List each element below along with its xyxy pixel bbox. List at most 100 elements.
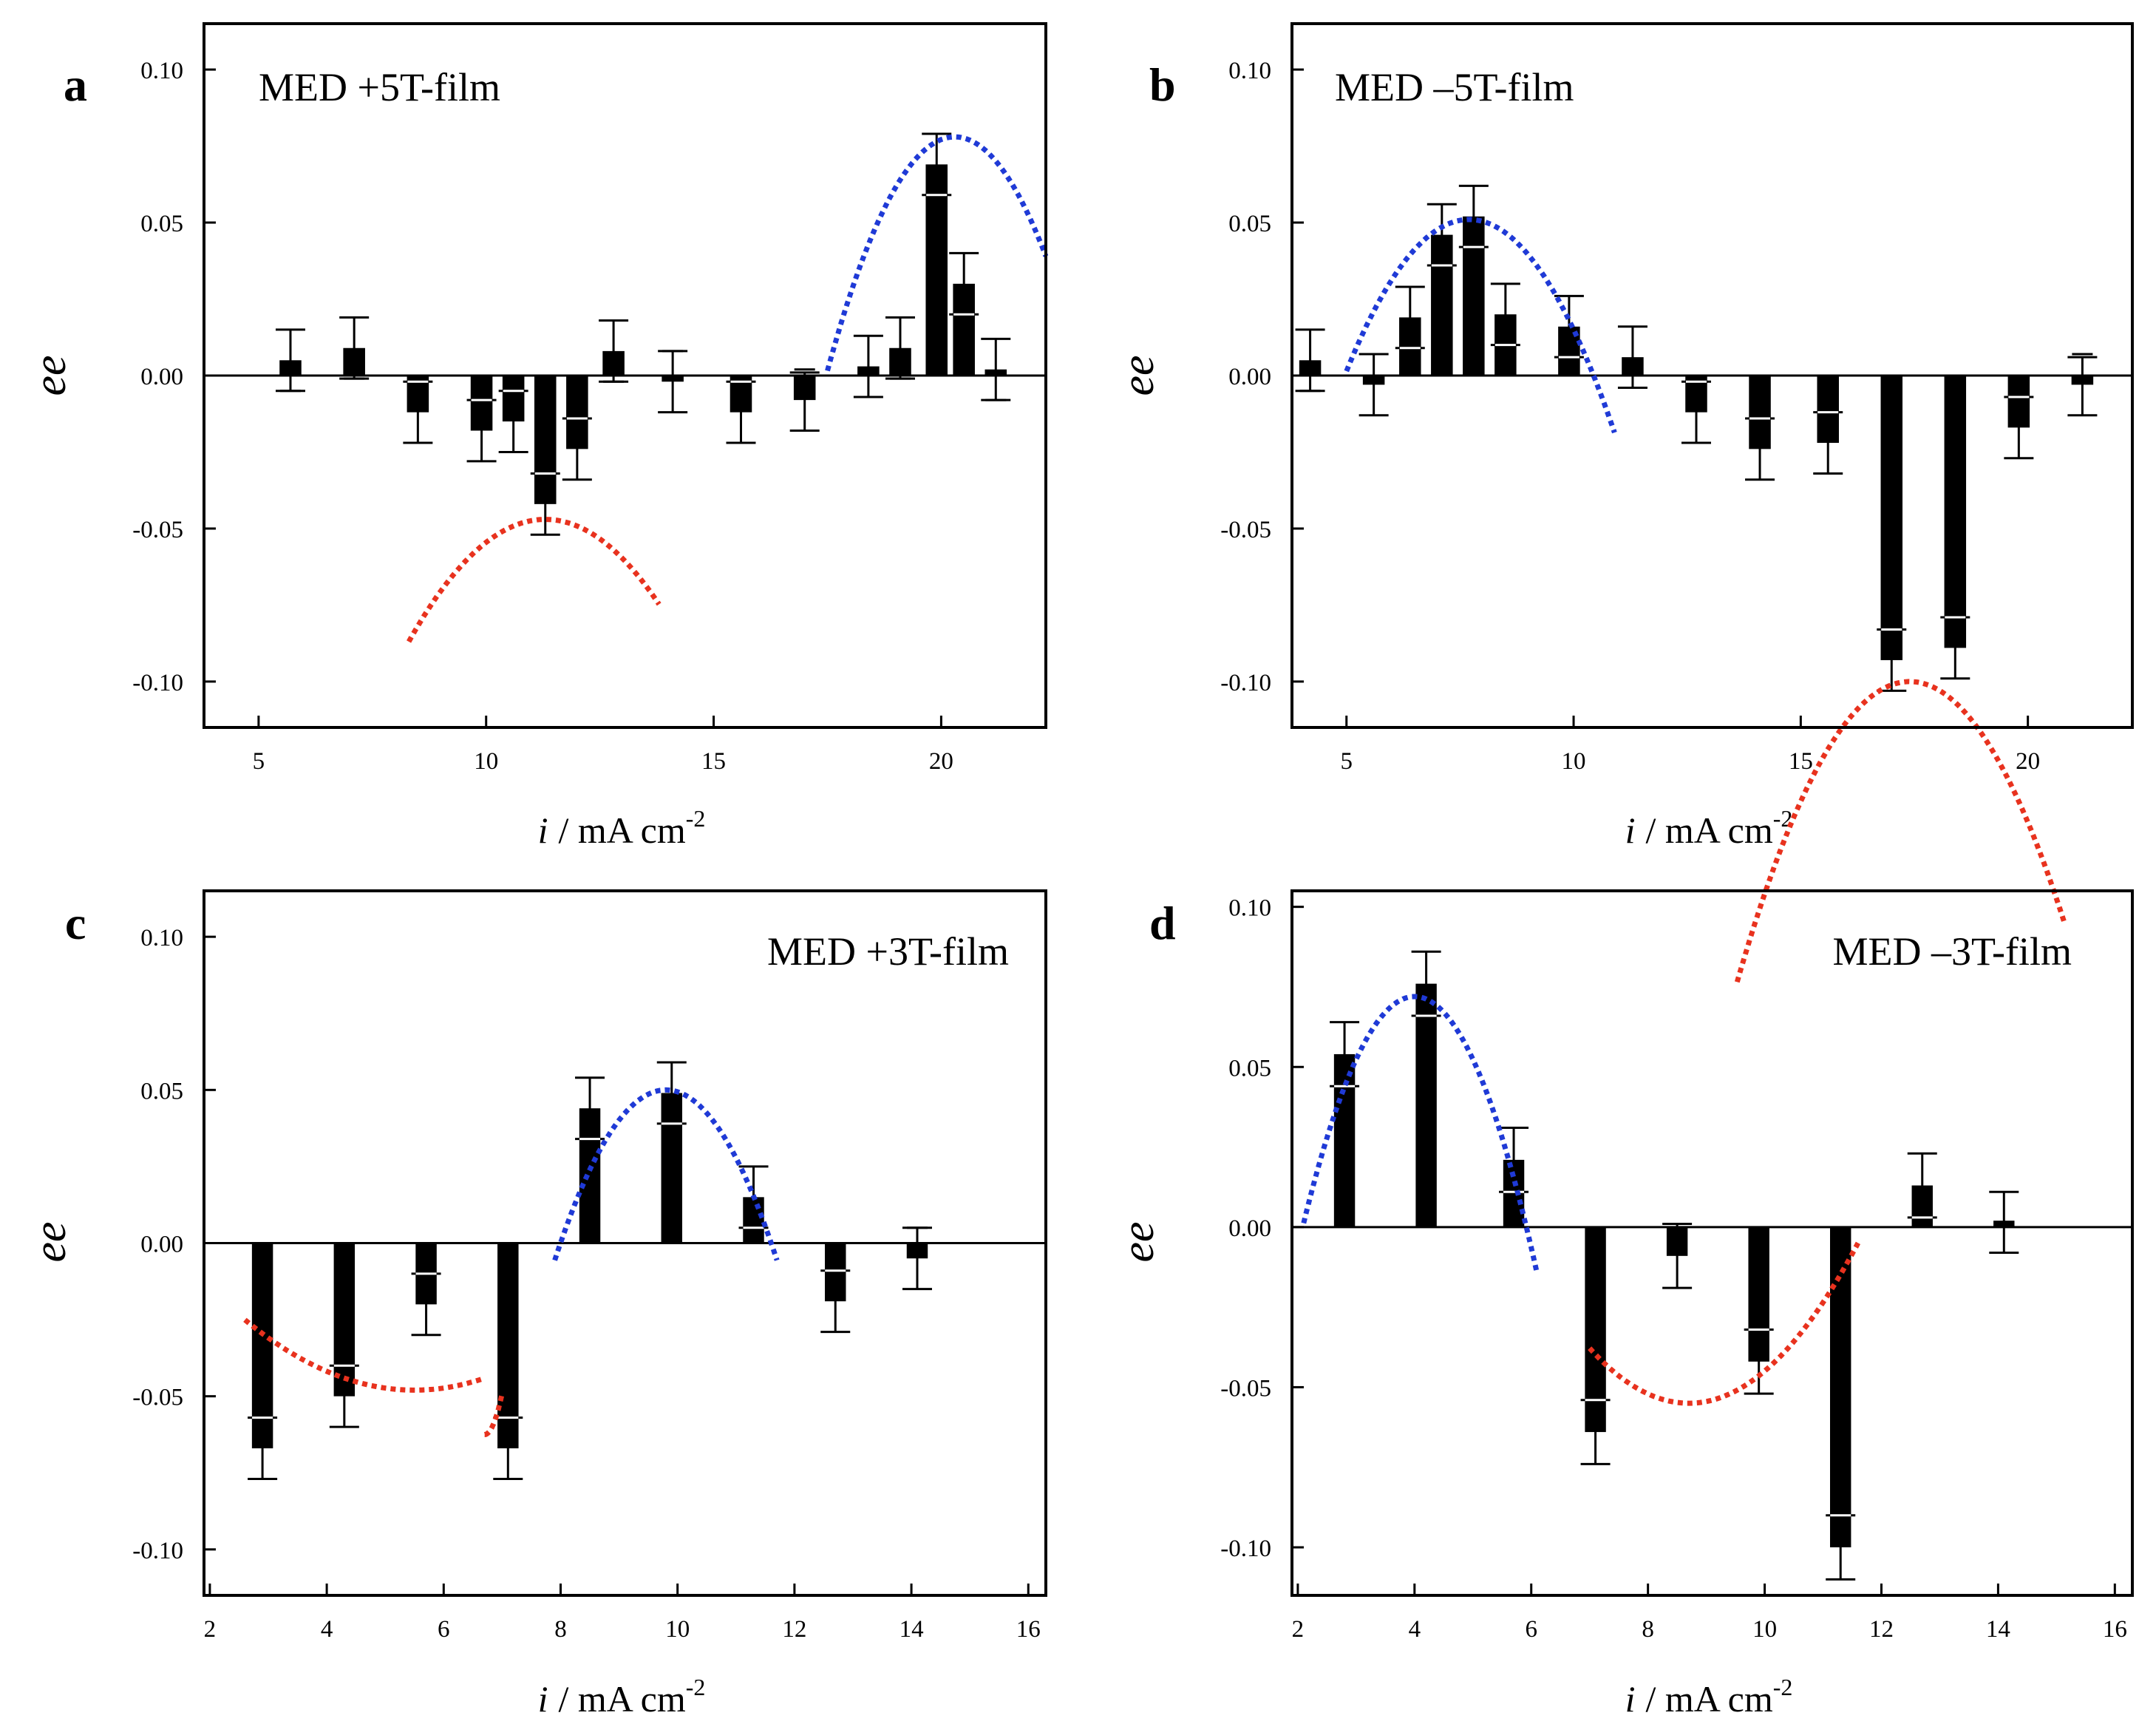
bar-b-11 <box>1880 376 1903 660</box>
x-tick-label-a-2: 15 <box>701 748 726 775</box>
plot-frame-c <box>203 889 1047 1597</box>
error-bar-a-10 <box>789 371 820 432</box>
fit-curve-b-0 <box>1344 217 1617 434</box>
x-axis-var-c: i <box>538 1678 548 1720</box>
x-axis-var-d: i <box>1625 1678 1636 1720</box>
panel-a: a MED +5T-film ee i / mA cm-2 -0.10 -0.05 0… <box>25 22 1049 851</box>
error-bar-b-14 <box>2067 356 2098 417</box>
fit-curve-a-1 <box>825 134 1049 372</box>
x-tick-label-d-2: 6 <box>1525 1616 1537 1643</box>
bar-d-3 <box>1585 1226 1606 1433</box>
x-tick-label-d-5: 12 <box>1869 1616 1894 1643</box>
y-tick-label-a-1: -0.05 <box>132 517 183 543</box>
x-axis-label-b: i / mA cm-2 <box>1625 805 1793 851</box>
x-axis-units-c: / mA cm <box>559 1678 686 1720</box>
fit-curve-b-1 <box>1734 679 2067 983</box>
panel-letter-c: c <box>65 897 86 949</box>
x-axis-units-d: / mA cm <box>1646 1678 1773 1720</box>
bar-d-6 <box>1829 1226 1851 1548</box>
y-tick-label-b-4: 0.10 <box>1228 58 1271 84</box>
panel-title-a: MED +5T-film <box>259 65 500 109</box>
x-tick-label-c-0: 2 <box>204 1616 217 1643</box>
y-tick-label-b-0: -0.10 <box>1220 670 1271 696</box>
y-tick-label-c-3: 0.05 <box>140 1078 183 1104</box>
panel-title-c: MED +3T-film <box>767 929 1009 974</box>
panel-letter-a: a <box>64 58 87 111</box>
fit-curve-c-1 <box>483 1392 505 1437</box>
x-tick-label-c-1: 4 <box>321 1616 333 1643</box>
panel-letter-d: d <box>1149 897 1176 949</box>
y-axis-label-d: ee <box>1113 1221 1163 1262</box>
y-tick-label-a-3: 0.05 <box>140 211 183 237</box>
y-tick-label-a-2: 0.00 <box>140 364 183 390</box>
plot-frame-d <box>1290 889 2134 1597</box>
fit-curve-d-0 <box>1301 994 1540 1275</box>
x-axis-exp-c: -2 <box>686 1674 706 1700</box>
x-tick-label-b-2: 15 <box>1789 748 1813 775</box>
x-tick-label-b-3: 20 <box>2016 748 2040 775</box>
panel-d: d MED –3T-film ee i / mA cm-2 -0.10 -0.05 0… <box>1113 889 2134 1720</box>
panel-c: c MED +3T-film ee i / mA cm-2 -0.10 -0.05 0… <box>25 889 1047 1720</box>
x-axis-exp-d: -2 <box>1773 1674 1793 1700</box>
bar-a-13 <box>925 164 948 376</box>
x-tick-label-a-0: 5 <box>253 748 265 775</box>
y-axis-label-a: ee <box>25 355 75 396</box>
bar-c-3 <box>497 1243 519 1449</box>
y-tick-label-b-3: 0.05 <box>1228 211 1271 237</box>
x-axis-units-a: / mA cm <box>559 810 686 851</box>
y-tick-label-d-4: 0.10 <box>1228 895 1271 922</box>
bar-b-12 <box>1944 376 1967 648</box>
y-tick-label-d-0: -0.10 <box>1220 1535 1271 1562</box>
x-tick-label-d-4: 10 <box>1752 1616 1777 1643</box>
y-tick-label-c-4: 0.10 <box>140 925 183 951</box>
x-tick-label-c-6: 14 <box>900 1616 924 1643</box>
x-tick-label-c-3: 8 <box>554 1616 567 1643</box>
plot-frame-a <box>203 22 1047 729</box>
y-tick-label-d-2: 0.00 <box>1228 1215 1271 1242</box>
x-axis-var-a: i <box>538 810 548 851</box>
x-tick-label-d-7: 16 <box>2103 1616 2127 1643</box>
y-tick-label-c-0: -0.10 <box>132 1538 183 1564</box>
fit-curve-c-2 <box>552 1087 780 1261</box>
x-tick-label-a-3: 20 <box>929 748 953 775</box>
x-axis-label-c: i / mA cm-2 <box>538 1674 706 1720</box>
fit-curve-d-1 <box>1588 1241 1860 1406</box>
y-axis-label-c: ee <box>25 1221 75 1262</box>
x-axis-label-d: i / mA cm-2 <box>1625 1674 1793 1720</box>
plot-frame-b <box>1290 22 2134 729</box>
panel-title-b: MED –5T-film <box>1335 65 1574 109</box>
y-tick-label-a-0: -0.10 <box>132 670 183 696</box>
y-tick-label-b-1: -0.05 <box>1220 517 1271 543</box>
x-tick-label-b-0: 5 <box>1341 748 1353 775</box>
x-tick-label-d-3: 8 <box>1642 1616 1654 1643</box>
bar-c-0 <box>251 1243 273 1449</box>
x-axis-label-a: i / mA cm-2 <box>538 805 706 851</box>
x-axis-exp-a: -2 <box>686 805 706 832</box>
fit-curve-a-0 <box>407 517 662 643</box>
y-tick-label-d-1: -0.05 <box>1220 1375 1271 1402</box>
bar-d-1 <box>1415 983 1437 1227</box>
panel-title-d: MED –3T-film <box>1833 929 2072 974</box>
x-tick-label-d-6: 14 <box>1986 1616 2010 1643</box>
fit-curve-c-0 <box>243 1317 486 1393</box>
panel-b: b MED –5T-film ee i / mA cm-2 -0.10 -0.05 0… <box>1113 22 2134 983</box>
y-tick-label-b-2: 0.00 <box>1228 364 1271 390</box>
x-axis-exp-b: -2 <box>1773 805 1793 832</box>
y-tick-label-a-4: 0.10 <box>140 58 183 84</box>
y-tick-label-c-1: -0.05 <box>132 1385 183 1411</box>
x-axis-units-b: / mA cm <box>1646 810 1773 851</box>
x-tick-label-c-7: 16 <box>1016 1616 1041 1643</box>
y-tick-label-c-2: 0.00 <box>140 1232 183 1258</box>
x-axis-var-b: i <box>1625 810 1636 851</box>
x-tick-label-c-2: 6 <box>438 1616 450 1643</box>
y-tick-label-d-3: 0.05 <box>1228 1055 1271 1082</box>
x-tick-label-a-1: 10 <box>474 748 498 775</box>
x-tick-label-c-4: 10 <box>665 1616 690 1643</box>
x-tick-label-c-5: 12 <box>782 1616 806 1643</box>
x-tick-label-d-0: 2 <box>1292 1616 1305 1643</box>
x-tick-label-b-1: 10 <box>1562 748 1586 775</box>
panel-letter-b: b <box>1149 58 1176 111</box>
x-tick-label-d-1: 4 <box>1409 1616 1421 1643</box>
y-axis-label-b: ee <box>1113 355 1163 396</box>
